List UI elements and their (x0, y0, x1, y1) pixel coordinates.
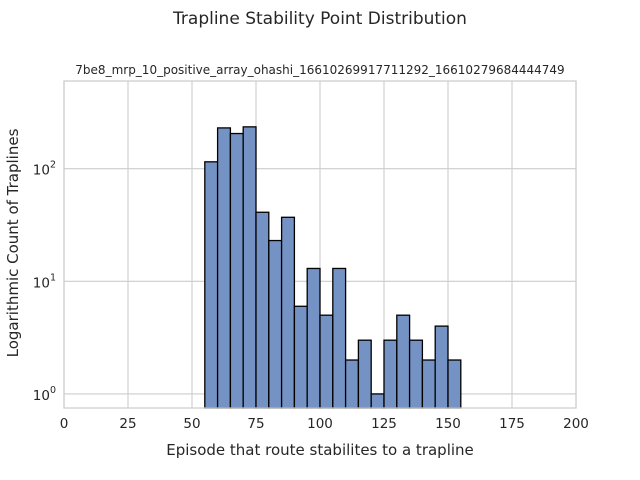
histogram-bar (216, 127, 232, 409)
x-tick-label: 125 (371, 416, 397, 432)
histogram-bar (370, 393, 385, 409)
y-tick-label: 101 (33, 272, 56, 291)
bars-layer (204, 126, 462, 409)
histogram-bar (293, 305, 308, 409)
histogram-bar (421, 359, 436, 409)
histogram-bar (434, 325, 449, 409)
y-axis-label: Logarithmic Count of Traplines (4, 128, 22, 357)
x-tick-label: 50 (183, 416, 200, 432)
x-tick-labels: 0 25 50 75 100 125 150 175 200 (60, 416, 589, 432)
chart-title: 7be8_mrp_10_positive_array_ohashi_166102… (75, 63, 564, 77)
histogram-bar (383, 339, 398, 409)
x-axis-label: Episode that route stabilites to a trapl… (166, 441, 474, 459)
histogram-bar (306, 267, 321, 409)
histogram-bar (396, 314, 411, 409)
x-tick-label: 200 (563, 416, 589, 432)
x-tick-label: 100 (307, 416, 333, 432)
histogram-bar (319, 314, 334, 409)
histogram-bar (280, 216, 296, 409)
x-tick-label: 25 (119, 416, 136, 432)
histogram-bar (357, 339, 372, 409)
histogram-bar (268, 239, 283, 409)
histogram-bar (204, 161, 219, 409)
histogram-bar (447, 359, 462, 409)
histogram-bar (255, 211, 270, 409)
y-tick-label: 100 (33, 385, 56, 404)
plot-frame (63, 80, 577, 409)
histogram-bar (229, 132, 244, 409)
y-tick-labels: 100 101 102 (33, 160, 56, 404)
y-tick-label: 102 (33, 160, 56, 179)
x-tick-label: 0 (60, 416, 69, 432)
x-tick-label: 75 (247, 416, 264, 432)
histogram-bar (332, 267, 347, 409)
figure-suptitle: Trapline Stability Point Distribution (172, 9, 467, 29)
histogram-bar (344, 359, 360, 409)
x-tick-label: 150 (435, 416, 461, 432)
x-tick-label: 175 (499, 416, 525, 432)
histogram-bar (408, 339, 424, 409)
histogram-bar (242, 126, 257, 409)
